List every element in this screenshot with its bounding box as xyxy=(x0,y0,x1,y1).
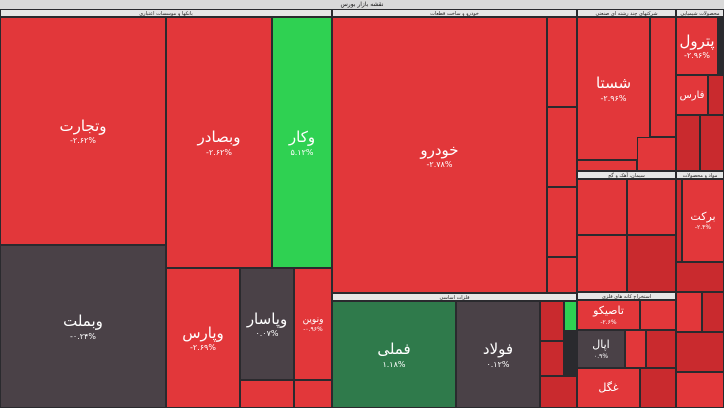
tile[interactable]: غگل xyxy=(577,368,640,408)
tile[interactable]: برکت -۲.۴% xyxy=(682,179,724,262)
tile[interactable] xyxy=(708,75,724,115)
tile[interactable] xyxy=(577,179,627,235)
tile[interactable] xyxy=(650,17,676,137)
tile-name: غگل xyxy=(598,380,619,394)
sector-header: بانکها و موسسات اعتباری xyxy=(0,9,332,17)
tile[interactable] xyxy=(676,115,700,171)
tile[interactable] xyxy=(547,257,577,293)
tile[interactable]: اپال ۰.۹% xyxy=(577,330,625,368)
tile[interactable] xyxy=(702,292,724,332)
tile-change: ۰.۹% xyxy=(593,352,609,360)
tile-change: -۲.۶۲% xyxy=(70,136,96,146)
tile[interactable] xyxy=(547,187,577,257)
tile[interactable]: پترول -۲.۹۶% xyxy=(676,17,718,75)
tile[interactable] xyxy=(640,300,676,330)
tile-change: -۰.۹۶% xyxy=(303,326,323,334)
sector-header: استخراج کانه های فلزی xyxy=(577,292,676,300)
tile-name: فولاد xyxy=(482,340,514,359)
tile[interactable]: تاصیکو -۲.۶% xyxy=(577,300,640,330)
tile[interactable] xyxy=(564,301,577,331)
tile-change: -۰.۲۴% xyxy=(70,331,96,341)
tile[interactable] xyxy=(676,372,724,408)
tile[interactable] xyxy=(577,160,637,171)
tile-change: ۵.۱۲% xyxy=(290,147,314,157)
sector-header: خودرو و ساخت قطعات xyxy=(332,9,577,17)
tile[interactable]: وکار ۵.۱۲% xyxy=(272,17,332,268)
tile-name: وپارس xyxy=(182,323,224,342)
tile-change: -۲.۷۸% xyxy=(426,160,453,170)
sector-header: مواد و محصولات دارویی xyxy=(676,171,724,179)
tile[interactable] xyxy=(637,137,676,171)
tile[interactable]: خودرو -۲.۷۸% xyxy=(332,17,547,293)
tile[interactable]: فارس xyxy=(676,75,708,115)
tile[interactable] xyxy=(640,368,676,408)
tile-name: ونوین xyxy=(302,314,324,325)
tile[interactable] xyxy=(676,262,724,292)
tile-name: وکار xyxy=(288,128,316,147)
tile-name: خودرو xyxy=(420,140,459,159)
tile[interactable]: فملی ۱.۱۸% xyxy=(332,301,456,408)
tile[interactable] xyxy=(676,179,682,262)
tile-name: شستا xyxy=(595,74,632,93)
tile-change: ۰.۱۲% xyxy=(486,359,510,369)
tile[interactable] xyxy=(577,235,627,292)
tile-name: اپال xyxy=(592,338,610,352)
tile[interactable] xyxy=(240,380,294,408)
tile-change: -۲.۴% xyxy=(694,224,712,232)
tile[interactable]: وپاسار ۰.۰۷% xyxy=(240,268,294,380)
tile-name: وبصادر xyxy=(197,128,241,147)
tile-change: -۲.۹۶% xyxy=(684,51,710,61)
tile-change: ۱.۱۸% xyxy=(382,359,406,369)
tile-name: پترول xyxy=(679,31,715,50)
tile[interactable] xyxy=(625,330,646,368)
tile-name: فملی xyxy=(377,340,411,359)
sector-header: سیمان، آهک و گچ xyxy=(577,171,676,179)
tile[interactable] xyxy=(627,235,676,292)
tile-change: -۲.۶% xyxy=(600,318,617,326)
tile[interactable] xyxy=(547,17,577,107)
tile[interactable]: وپارس -۲.۶۹% xyxy=(166,268,240,408)
tile-change: -۲.۶۹% xyxy=(190,343,216,353)
tile[interactable] xyxy=(700,115,724,171)
tile[interactable]: فولاد ۰.۱۲% xyxy=(456,301,540,408)
tile[interactable]: وبصادر -۲.۶۲% xyxy=(166,17,272,268)
tile-name: فارس xyxy=(679,89,705,101)
tile[interactable]: وتجارت -۲.۶۲% xyxy=(0,17,166,245)
sector-header: شرکتهای چند رشته ای صنعتی xyxy=(577,9,676,17)
sector-header: فلزات اساسی xyxy=(332,293,577,301)
tile-name: وبملت xyxy=(63,312,103,331)
sector-header: محصولات شیمیایی xyxy=(676,9,724,17)
tile[interactable] xyxy=(540,341,564,376)
tile[interactable]: وبملت -۰.۲۴% xyxy=(0,245,166,408)
tile[interactable] xyxy=(676,292,702,332)
tile-name: وتجارت xyxy=(59,116,107,135)
tile[interactable]: شستا -۲.۹۶% xyxy=(577,17,650,160)
tile-name: وپاسار xyxy=(246,309,288,328)
title: نقشه بازار بورس xyxy=(0,0,724,9)
tile-name: برکت xyxy=(690,209,716,223)
tile[interactable] xyxy=(627,179,676,235)
tile-change: -۲.۹۶% xyxy=(600,93,627,103)
tile[interactable] xyxy=(540,301,564,341)
tile[interactable] xyxy=(540,376,577,408)
tile[interactable]: ونوین -۰.۹۶% xyxy=(294,268,332,380)
tile-change: ۰.۰۷% xyxy=(255,329,279,339)
tile[interactable] xyxy=(547,107,577,187)
tile-name: تاصیکو xyxy=(593,304,624,318)
tile[interactable] xyxy=(676,332,724,372)
tile-change: -۲.۶۲% xyxy=(206,147,232,157)
tile[interactable] xyxy=(646,330,676,368)
tile[interactable] xyxy=(294,380,332,408)
